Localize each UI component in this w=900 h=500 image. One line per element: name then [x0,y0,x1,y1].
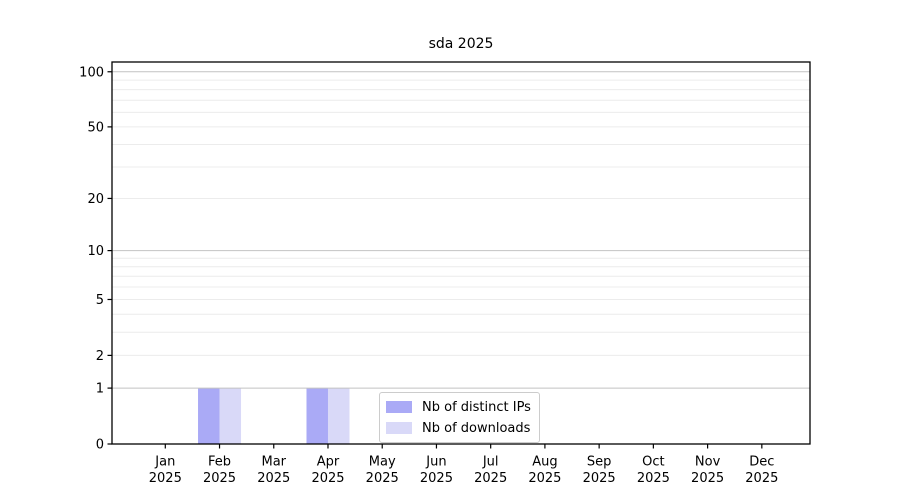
x-tick-label-year: 2025 [203,471,236,486]
x-tick-label-year: 2025 [149,471,182,486]
x-tick-label-year: 2025 [257,471,290,486]
x-tick-label-month: Jul [482,455,499,470]
legend: Nb of distinct IPs Nb of downloads [379,392,540,443]
y-tick-label: 10 [87,244,104,259]
x-tick-label-month: Sep [587,455,612,470]
y-tick-label: 100 [79,65,104,80]
legend-label-downloads: Nb of downloads [422,420,531,436]
bar-downloads [327,388,350,444]
x-tick-label-year: 2025 [311,471,344,486]
x-tick-label-month: Apr [317,455,340,470]
x-tick-label-month: Feb [208,455,231,470]
plot-border [111,61,811,445]
bar-distinct-ips [306,388,328,444]
legend-item-downloads: Nb of downloads [386,419,531,437]
x-tick-label-year: 2025 [691,471,724,486]
chart-title: sda 2025 [428,36,494,52]
bar-downloads [219,388,242,444]
x-tick-label-year: 2025 [637,471,670,486]
legend-item-distinct-ips: Nb of distinct IPs [386,398,531,416]
x-tick-label-month: Jun [425,455,446,470]
legend-swatch-distinct-ips-icon [386,401,412,413]
x-tick-label-month: Aug [532,455,557,470]
x-tick-label-month: Oct [642,455,664,470]
x-tick-label-year: 2025 [528,471,561,486]
x-tick-label-month: Mar [261,455,286,470]
x-tick-label-year: 2025 [366,471,399,486]
x-tick-label-year: 2025 [745,471,778,486]
y-tick-label: 2 [96,349,104,364]
x-tick-label-year: 2025 [420,471,453,486]
legend-swatch-downloads-icon [386,422,412,434]
y-tick-label: 5 [96,293,104,308]
x-tick-label-month: Jan [154,455,175,470]
legend-label-distinct-ips: Nb of distinct IPs [422,399,531,415]
x-tick-label-month: Nov [695,455,721,470]
x-tick-label-month: May [369,455,396,470]
y-tick-label: 1 [96,382,104,397]
y-tick-label: 50 [87,120,104,135]
y-tick-label: 0 [96,438,104,453]
y-tick-label: 20 [87,192,104,207]
bar-distinct-ips [198,388,220,444]
x-tick-label-month: Dec [749,455,774,470]
x-tick-label-year: 2025 [474,471,507,486]
x-tick-label-year: 2025 [583,471,616,486]
